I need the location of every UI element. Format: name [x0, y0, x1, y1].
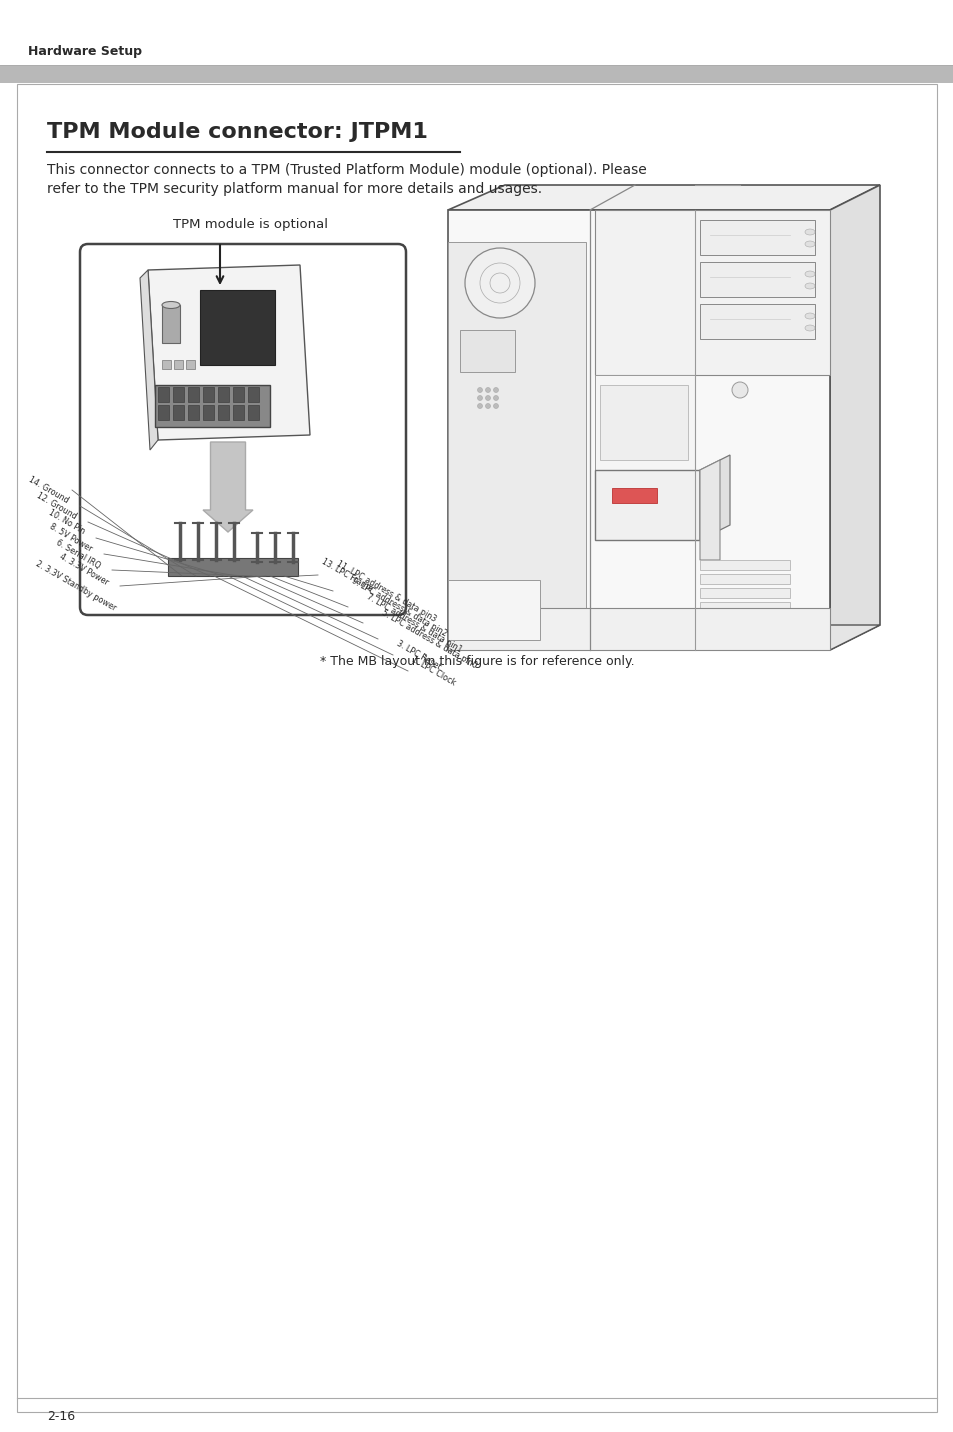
Bar	[218, 405, 229, 420]
Bar	[173, 359, 183, 369]
Circle shape	[493, 388, 498, 392]
Bar	[700, 221, 814, 255]
Text: TPM module is optional: TPM module is optional	[172, 218, 328, 231]
Circle shape	[485, 404, 490, 408]
Circle shape	[477, 404, 482, 408]
Circle shape	[493, 404, 498, 408]
Ellipse shape	[804, 284, 814, 289]
Text: refer to the TPM security platform manual for more details and usages.: refer to the TPM security platform manua…	[47, 182, 541, 196]
Bar	[595, 211, 829, 375]
Circle shape	[477, 388, 482, 392]
Bar	[700, 262, 814, 296]
Bar	[248, 405, 258, 420]
Circle shape	[731, 382, 747, 398]
Polygon shape	[700, 455, 729, 540]
Bar	[700, 574, 789, 584]
Bar	[448, 242, 585, 621]
Bar	[233, 387, 244, 402]
Text: * The MB layout in this figure is for reference only.: * The MB layout in this figure is for re…	[319, 654, 634, 667]
Bar	[158, 405, 169, 420]
Text: 10. No Pin: 10. No Pin	[47, 508, 86, 536]
Bar	[248, 387, 258, 402]
Bar	[188, 405, 199, 420]
Text: 1. LPC Clock: 1. LPC Clock	[410, 654, 456, 687]
Circle shape	[477, 395, 482, 401]
Ellipse shape	[804, 325, 814, 331]
Circle shape	[485, 388, 490, 392]
Bar	[154, 385, 270, 427]
Polygon shape	[448, 580, 539, 640]
Bar	[599, 385, 687, 460]
FancyBboxPatch shape	[80, 243, 406, 614]
Ellipse shape	[804, 229, 814, 235]
Bar	[233, 405, 244, 420]
Polygon shape	[448, 185, 879, 211]
Bar	[448, 609, 829, 650]
Bar	[203, 387, 213, 402]
Circle shape	[464, 248, 535, 318]
Bar	[218, 387, 229, 402]
Text: TPM Module connector: JTPM1: TPM Module connector: JTPM1	[47, 122, 428, 142]
Bar	[168, 558, 297, 576]
Bar	[700, 616, 789, 626]
Text: 4. 3.3V Power: 4. 3.3V Power	[58, 553, 110, 587]
Polygon shape	[595, 470, 700, 540]
Polygon shape	[829, 185, 879, 650]
Bar	[162, 305, 180, 344]
Text: 7. LPC address & data pin1: 7. LPC address & data pin1	[365, 591, 463, 654]
Bar	[700, 304, 814, 339]
Polygon shape	[148, 265, 310, 440]
Bar	[203, 405, 213, 420]
Bar	[186, 359, 194, 369]
Bar	[162, 359, 171, 369]
Ellipse shape	[804, 271, 814, 276]
Bar	[700, 630, 789, 640]
Text: 3. LPC Reset: 3. LPC Reset	[395, 639, 442, 672]
Polygon shape	[700, 460, 720, 560]
Circle shape	[493, 395, 498, 401]
Bar	[459, 329, 515, 372]
Bar	[188, 387, 199, 402]
Text: 12. Ground: 12. Ground	[34, 491, 78, 521]
Text: 2. 3.3V Standby power: 2. 3.3V Standby power	[34, 560, 118, 613]
Text: 2-16: 2-16	[47, 1411, 75, 1423]
Ellipse shape	[162, 302, 180, 308]
Bar	[0, 66, 953, 83]
Text: Hardware Setup: Hardware Setup	[28, 46, 142, 59]
Ellipse shape	[804, 314, 814, 319]
Text: 9. LPC address & data pin2: 9. LPC address & data pin2	[350, 576, 448, 639]
Bar	[700, 560, 789, 570]
Bar	[200, 291, 274, 365]
Circle shape	[485, 395, 490, 401]
Text: This connector connects to a TPM (Trusted Platform Module) module (optional). Pl: This connector connects to a TPM (Truste…	[47, 163, 646, 178]
Polygon shape	[448, 624, 879, 650]
Text: 6. Serial IRQ: 6. Serial IRQ	[54, 537, 102, 570]
Text: 5. LPC address & data pin0: 5. LPC address & data pin0	[379, 609, 478, 670]
Text: 8. 5V Power: 8. 5V Power	[49, 523, 94, 554]
Bar	[172, 387, 184, 402]
Bar	[172, 405, 184, 420]
Bar	[595, 375, 695, 470]
Text: 11. LPC address & data pin3: 11. LPC address & data pin3	[335, 558, 437, 623]
Bar	[158, 387, 169, 402]
Text: 13. LPC Frame: 13. LPC Frame	[319, 557, 374, 593]
Bar	[612, 488, 657, 503]
Ellipse shape	[804, 241, 814, 246]
Polygon shape	[140, 271, 158, 450]
Bar	[700, 601, 789, 611]
Bar	[448, 211, 829, 650]
Bar	[700, 589, 789, 599]
Text: 14. Ground: 14. Ground	[27, 475, 70, 505]
FancyArrow shape	[203, 442, 253, 533]
